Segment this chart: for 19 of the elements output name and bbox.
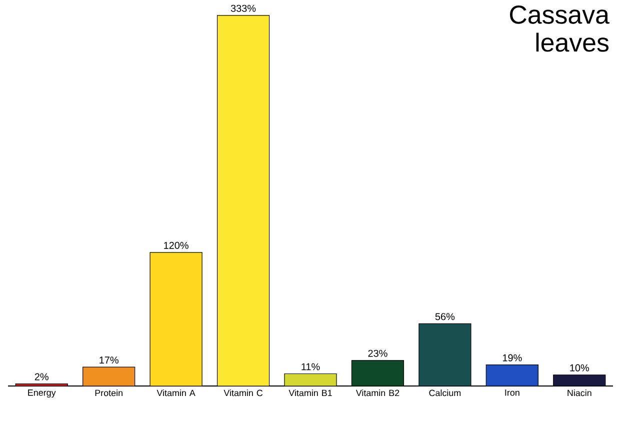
data-label: 333%: [230, 4, 256, 12]
x-tick-label: Niacin: [568, 390, 592, 396]
x-tick-label: Vitamin C: [224, 390, 263, 396]
x-tick-label: Protein: [95, 390, 122, 396]
data-label: 10%: [570, 364, 590, 372]
data-label: 56%: [435, 313, 455, 320]
chart-title: Cassava leaves: [510, 6, 610, 52]
x-tick-label: Vitamin B2: [356, 390, 400, 396]
x-tick-label: Vitamin B1: [288, 390, 332, 396]
data-label: 17%: [100, 356, 118, 364]
data-label: 120%: [164, 242, 188, 249]
x-tick-label: Energy: [28, 390, 56, 398]
data-label: 23%: [368, 350, 388, 357]
data-label: 2%: [34, 373, 48, 380]
data-label: 11%: [302, 363, 320, 370]
x-tick-label: Iron: [505, 390, 520, 396]
x-tick-label: Vitamin A: [156, 390, 196, 396]
data-label: 19%: [502, 354, 522, 362]
x-tick-label: Calcium: [429, 390, 461, 396]
